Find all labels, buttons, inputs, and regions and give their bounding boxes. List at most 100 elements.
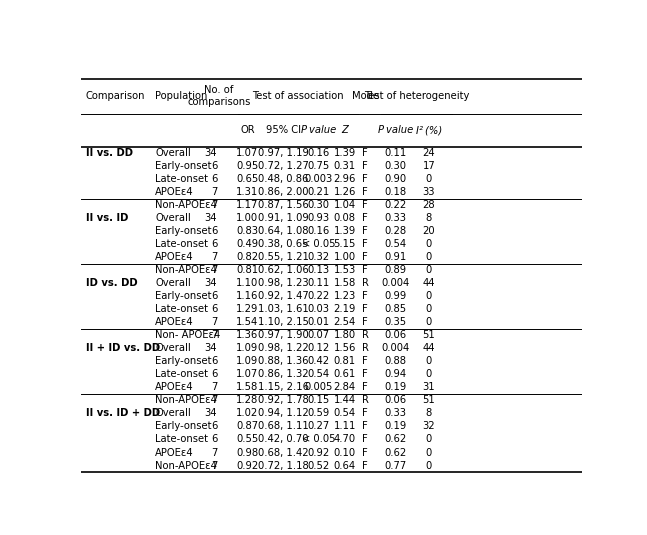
- Text: 0.59: 0.59: [307, 408, 330, 418]
- Text: F: F: [362, 187, 368, 197]
- Text: 1.54: 1.54: [236, 317, 258, 327]
- Text: F: F: [362, 148, 368, 158]
- Text: 17: 17: [422, 161, 435, 171]
- Text: 0.55: 0.55: [236, 434, 258, 445]
- Text: 0.03: 0.03: [307, 304, 329, 314]
- Text: 4.70: 4.70: [334, 434, 356, 445]
- Text: 51: 51: [422, 395, 435, 406]
- Text: 6: 6: [211, 239, 217, 249]
- Text: Non-APOEε4: Non-APOEε4: [155, 461, 217, 470]
- Text: 0.87: 0.87: [236, 422, 258, 431]
- Text: F: F: [362, 383, 368, 392]
- Text: APOEε4: APOEε4: [155, 187, 193, 197]
- Text: F: F: [362, 291, 368, 301]
- Text: 0.65: 0.65: [236, 174, 258, 184]
- Text: 0: 0: [426, 239, 432, 249]
- Text: 0.93: 0.93: [307, 213, 329, 223]
- Text: 1.31: 1.31: [236, 187, 258, 197]
- Text: 0.06: 0.06: [385, 330, 407, 340]
- Text: 0.81: 0.81: [236, 265, 258, 275]
- Text: Test of association: Test of association: [252, 91, 344, 101]
- Text: 44: 44: [422, 343, 435, 353]
- Text: Overall: Overall: [155, 408, 191, 418]
- Text: 0.42: 0.42: [307, 356, 329, 366]
- Text: 0.92: 0.92: [307, 447, 330, 457]
- Text: II vs. ID + DD: II vs. ID + DD: [86, 408, 160, 418]
- Text: 7: 7: [211, 447, 217, 457]
- Text: 0.13: 0.13: [307, 265, 329, 275]
- Text: 34: 34: [204, 213, 217, 223]
- Text: R: R: [362, 278, 369, 288]
- Text: F: F: [362, 447, 368, 457]
- Text: Overall: Overall: [155, 213, 191, 223]
- Text: F: F: [362, 213, 368, 223]
- Text: < 0.05: < 0.05: [302, 239, 335, 249]
- Text: Non-APOEε4: Non-APOEε4: [155, 200, 217, 210]
- Text: 32: 32: [422, 422, 435, 431]
- Text: 0.92: 0.92: [236, 461, 258, 470]
- Text: 7: 7: [211, 187, 217, 197]
- Text: 0.06: 0.06: [385, 395, 407, 406]
- Text: 0.54: 0.54: [307, 369, 329, 379]
- Text: 1.03, 1.61: 1.03, 1.61: [258, 304, 309, 314]
- Text: 8: 8: [426, 213, 432, 223]
- Text: 0.61: 0.61: [333, 369, 356, 379]
- Text: P value: P value: [378, 125, 413, 135]
- Text: 1.02: 1.02: [236, 408, 258, 418]
- Text: 6: 6: [211, 434, 217, 445]
- Text: F: F: [362, 422, 368, 431]
- Text: 7: 7: [211, 265, 217, 275]
- Text: 1.00: 1.00: [334, 252, 356, 262]
- Text: F: F: [362, 369, 368, 379]
- Text: 6: 6: [211, 291, 217, 301]
- Text: Z: Z: [341, 125, 348, 135]
- Text: 6: 6: [211, 422, 217, 431]
- Text: Comparison: Comparison: [86, 91, 146, 101]
- Text: 1.11: 1.11: [333, 422, 356, 431]
- Text: 0.54: 0.54: [385, 239, 407, 249]
- Text: 33: 33: [422, 187, 435, 197]
- Text: 6: 6: [211, 174, 217, 184]
- Text: Early-onset: Early-onset: [155, 161, 212, 171]
- Text: 0.10: 0.10: [334, 447, 356, 457]
- Text: 1.58: 1.58: [236, 383, 258, 392]
- Text: 0.49: 0.49: [236, 239, 258, 249]
- Text: 0.97, 1.19: 0.97, 1.19: [258, 148, 309, 158]
- Text: Non-APOEε4: Non-APOEε4: [155, 265, 217, 275]
- Text: 0.68, 1.11: 0.68, 1.11: [258, 422, 309, 431]
- Text: 1.29: 1.29: [236, 304, 259, 314]
- Text: Population: Population: [155, 91, 208, 101]
- Text: 0.99: 0.99: [385, 291, 407, 301]
- Text: Late-onset: Late-onset: [155, 434, 208, 445]
- Text: 6: 6: [211, 304, 217, 314]
- Text: 1.26: 1.26: [333, 187, 356, 197]
- Text: 51: 51: [422, 330, 435, 340]
- Text: 0.77: 0.77: [385, 461, 407, 470]
- Text: 2.96: 2.96: [333, 174, 356, 184]
- Text: 5.15: 5.15: [333, 239, 356, 249]
- Text: 0.42, 0.70: 0.42, 0.70: [258, 434, 309, 445]
- Text: 1.16: 1.16: [236, 291, 259, 301]
- Text: 1.23: 1.23: [333, 291, 356, 301]
- Text: 0.75: 0.75: [307, 161, 330, 171]
- Text: Overall: Overall: [155, 343, 191, 353]
- Text: 24: 24: [422, 148, 435, 158]
- Text: F: F: [362, 317, 368, 327]
- Text: 34: 34: [204, 343, 217, 353]
- Text: 0.81: 0.81: [334, 356, 356, 366]
- Text: 0.91, 1.09: 0.91, 1.09: [258, 213, 309, 223]
- Text: 2.84: 2.84: [334, 383, 356, 392]
- Text: 0.89: 0.89: [385, 265, 407, 275]
- Text: 0.97, 1.90: 0.97, 1.90: [258, 330, 309, 340]
- Text: 0: 0: [426, 369, 432, 379]
- Text: 0.64: 0.64: [334, 461, 356, 470]
- Text: 0: 0: [426, 447, 432, 457]
- Text: F: F: [362, 408, 368, 418]
- Text: 0.12: 0.12: [307, 343, 330, 353]
- Text: 0.88, 1.36: 0.88, 1.36: [258, 356, 309, 366]
- Text: < 0.05: < 0.05: [302, 434, 335, 445]
- Text: 1.39: 1.39: [333, 148, 356, 158]
- Text: 1.17: 1.17: [236, 200, 259, 210]
- Text: 2.19: 2.19: [333, 304, 356, 314]
- Text: 0.18: 0.18: [385, 187, 407, 197]
